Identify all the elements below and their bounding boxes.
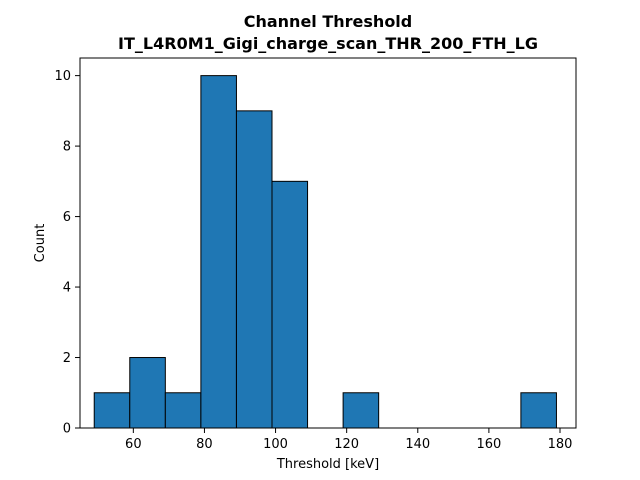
x-tick-label: 120 (334, 437, 359, 452)
histogram-bar-0 (93, 392, 131, 429)
y-axis-label: Count (33, 224, 48, 263)
chart-title-line2: IT_L4R0M1_Gigi_charge_scan_THR_200_FTH_L… (118, 34, 538, 53)
y-tick-label: 4 (63, 281, 71, 296)
y-tick-label: 10 (54, 69, 71, 84)
histogram-bar-2 (164, 392, 202, 429)
chart-title-line1: Channel Threshold (244, 12, 413, 31)
x-axis: 60 80 100 120 140 160 180 (125, 428, 572, 452)
x-tick-label: 160 (476, 437, 501, 452)
histogram-bar-4 (235, 110, 273, 429)
y-axis: 0 2 4 6 8 10 (54, 69, 80, 437)
y-tick-label: 6 (63, 210, 71, 225)
y-tick-label: 0 (63, 422, 71, 437)
x-tick-label: 80 (196, 437, 213, 452)
y-tick-label: 2 (63, 351, 71, 366)
x-tick-label: 60 (125, 437, 142, 452)
y-tick-label: 8 (63, 140, 71, 155)
x-axis-label: Threshold [keV] (276, 457, 379, 472)
x-tick-label: 100 (263, 437, 288, 452)
histogram-bar-5 (271, 180, 309, 429)
bars-group (93, 75, 557, 429)
x-tick-label: 140 (405, 437, 430, 452)
histogram-bar-1 (129, 357, 166, 429)
histogram-bar-3 (200, 75, 237, 429)
histogram-bar-12 (520, 392, 557, 429)
x-tick-label: 180 (548, 437, 573, 452)
histogram-bar-7 (342, 392, 380, 429)
plot-frame (79, 57, 577, 429)
